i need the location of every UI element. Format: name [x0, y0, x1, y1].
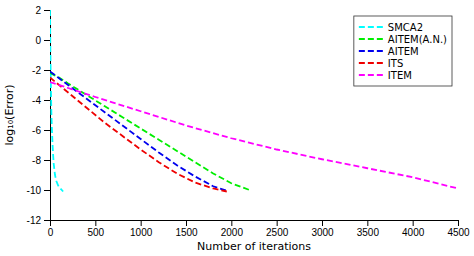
tick: -12 [27, 215, 50, 226]
legend-item: AITEM(A.N.) [359, 34, 447, 45]
legend-label: AITEM [388, 46, 419, 57]
tick: 1500 [175, 220, 198, 238]
legend-item: ITS [359, 58, 403, 69]
plot-area [50, 10, 458, 192]
legend-label: AITEM(A.N.) [388, 34, 447, 45]
legend-swatch [359, 26, 383, 28]
legend-box [354, 16, 452, 86]
line [50, 82, 458, 189]
tick: 4500 [447, 220, 470, 238]
line [50, 73, 249, 190]
tick: -4 [32, 95, 50, 106]
x-axis-title: Number of iterations [197, 240, 311, 253]
legend-label: ITEM [388, 70, 412, 81]
tick-mark [44, 190, 50, 191]
tick-mark [44, 130, 50, 131]
tick-mark [186, 220, 187, 226]
tick: 2 [35, 5, 50, 16]
tick-mark [44, 70, 50, 71]
tick-mark [231, 220, 232, 226]
tick-mark [322, 220, 323, 226]
legend-swatch [359, 62, 383, 64]
tick: 1000 [130, 220, 153, 238]
chart-container: 0 500 1000 1500 2000 2500 3000 3500 4000 4500 2 0 -2… [0, 0, 474, 256]
tick-mark [277, 220, 278, 226]
tick: -10 [27, 185, 50, 196]
tick-mark [95, 220, 96, 226]
legend-label: SMCA2 [388, 22, 423, 33]
legend-item: SMCA2 [359, 22, 423, 33]
tick-mark [44, 160, 50, 161]
tick-mark [367, 220, 368, 226]
y-axis-title: log₁₀(Error) [3, 85, 16, 146]
legend-swatch [359, 38, 383, 40]
tick: -8 [32, 155, 50, 166]
tick-label: -8 [32, 155, 41, 166]
tick-mark [44, 100, 50, 101]
tick: -2 [32, 65, 50, 76]
tick-label: -2 [32, 65, 41, 76]
tick-mark [44, 40, 50, 41]
legend-item: AITEM [359, 46, 419, 57]
tick-label: -6 [32, 125, 41, 136]
tick-mark [413, 220, 414, 226]
legend: SMCA2AITEM(A.N.)AITEMITSITEM [354, 16, 452, 86]
legend-label: ITS [388, 58, 403, 69]
legend-swatch [359, 74, 383, 76]
tick: -6 [32, 125, 50, 136]
tick: 3500 [357, 220, 380, 238]
tick-label: 0 [35, 35, 41, 46]
tick-label: -10 [27, 185, 42, 196]
tick-label: 2500 [266, 227, 289, 238]
tick-mark [44, 220, 50, 221]
tick-label: 2000 [221, 227, 244, 238]
tick-mark [458, 220, 459, 226]
legend-swatch [359, 50, 383, 52]
line [50, 10, 63, 192]
axis-line [44, 11, 51, 221]
tick-label: 500 [87, 227, 104, 238]
tick-mark [44, 10, 50, 11]
tick: 2000 [221, 220, 244, 238]
tick: 3000 [311, 220, 334, 238]
tick-label: 4000 [402, 227, 425, 238]
tick-label: 2 [35, 5, 41, 16]
tick: 2500 [266, 220, 289, 238]
x-axis: 0 500 1000 1500 2000 2500 3000 3500 4000 4500 [48, 220, 470, 238]
tick-label: 0 [48, 227, 54, 238]
y-axis: 2 0 -2 -4 -6 -8 -10 -12 [27, 5, 51, 226]
line [50, 78, 227, 192]
tick-label: 4500 [447, 227, 470, 238]
tick-mark [141, 220, 142, 226]
tick-label: 1500 [175, 227, 198, 238]
tick: 4000 [402, 220, 425, 238]
chart: 0 500 1000 1500 2000 2500 3000 3500 4000 4500 2 0 -2… [0, 0, 474, 256]
tick-label: -4 [32, 95, 41, 106]
tick-label: 3500 [357, 227, 380, 238]
tick: 500 [87, 220, 104, 238]
tick: 0 [35, 35, 50, 46]
legend-item: ITEM [359, 70, 412, 81]
tick: 0 [48, 220, 54, 238]
tick-label: -12 [27, 215, 42, 226]
tick-label: 1000 [130, 227, 153, 238]
line [50, 72, 227, 191]
tick-label: 3000 [311, 227, 334, 238]
axis-line [51, 221, 459, 227]
